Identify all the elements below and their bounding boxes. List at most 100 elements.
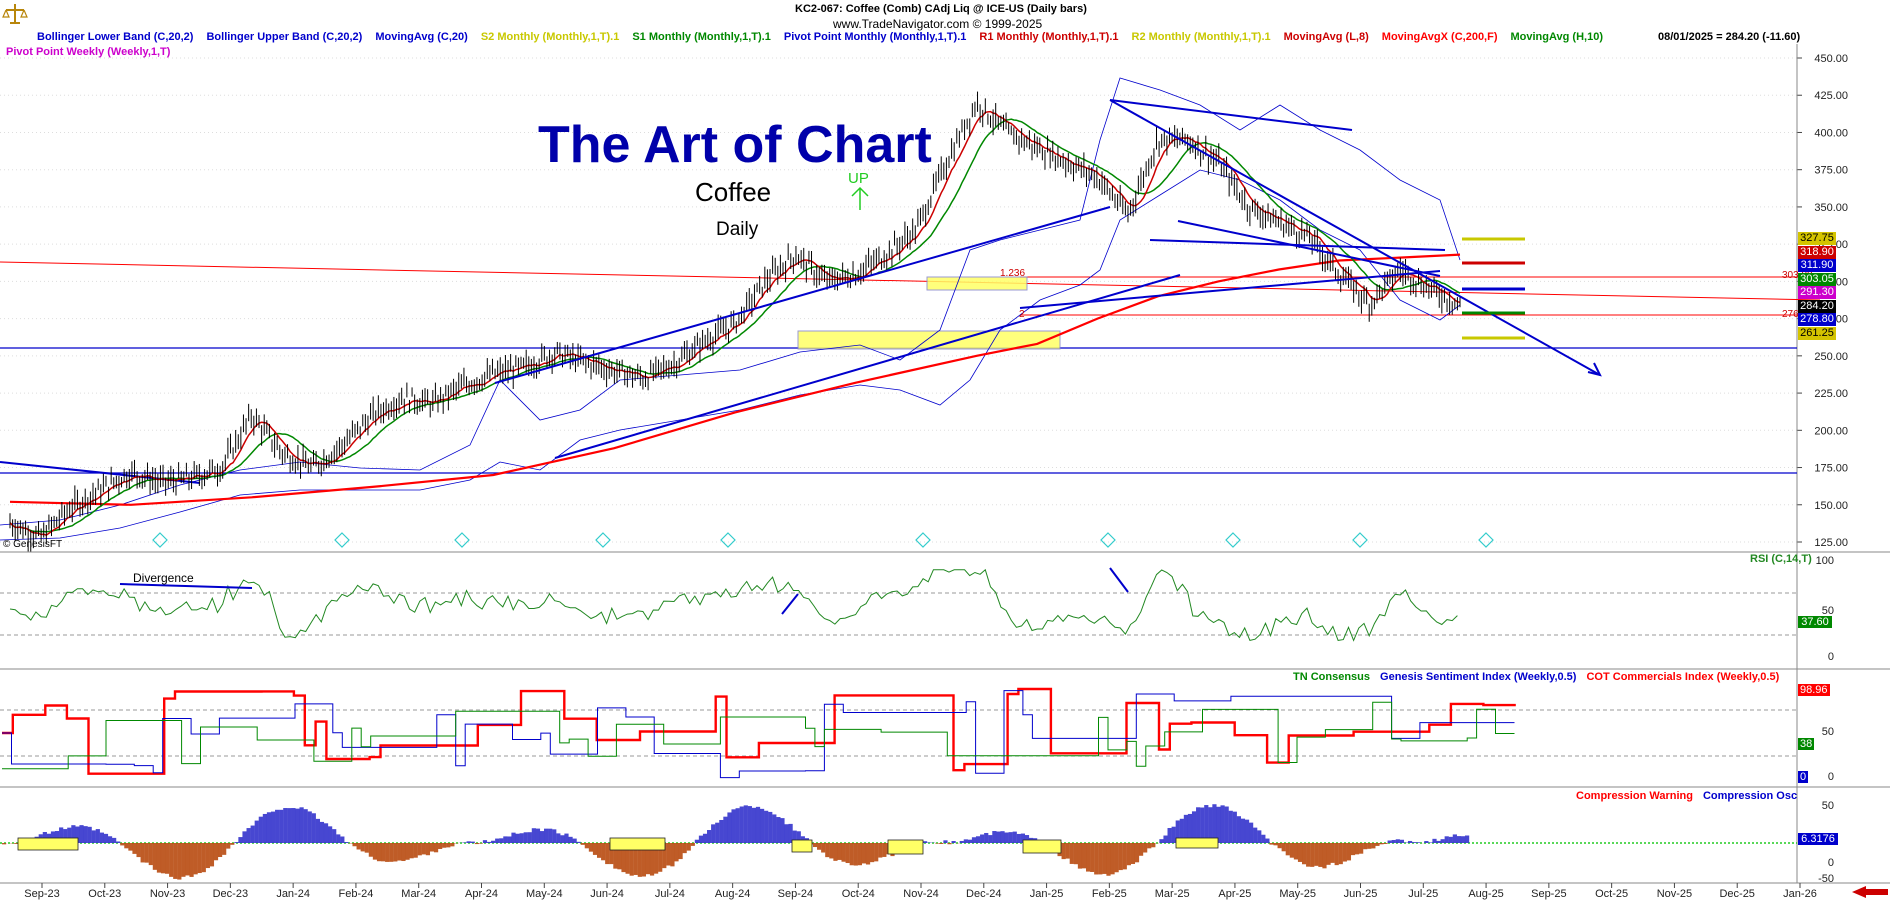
compression-bar: [1134, 843, 1140, 863]
date-price-readout: 08/01/2025 = 284.20 (-11.60): [1658, 31, 1801, 43]
compression-bar: [275, 809, 280, 843]
compression-bar: [747, 806, 752, 843]
compression-bar: [1424, 841, 1429, 843]
compression-bar: [731, 809, 736, 843]
price-tags: 327.75 318.90 311.90 303.05 291.30 284.20 278.…: [1798, 232, 1850, 340]
compression-bar: [364, 843, 369, 853]
compression-bar: [996, 831, 1001, 843]
compression-bar: [421, 843, 426, 855]
compression-bar: [1293, 843, 1299, 860]
compression-bar: [213, 843, 219, 861]
compression-bar: [1187, 813, 1193, 843]
compression-bar: [1379, 843, 1384, 845]
compression-bar: [788, 823, 793, 843]
compression-bar: [539, 831, 545, 843]
compression-warning-box: [17, 837, 79, 851]
compression-bar: [466, 841, 471, 843]
price-bars: [9, 91, 1461, 552]
compression-bar: [1367, 843, 1372, 849]
compression-bar: [442, 843, 447, 848]
compression-bar: [759, 808, 765, 843]
price-tag: 303.05: [1798, 272, 1836, 286]
compression-bar: [470, 841, 475, 843]
compression-bar: [173, 843, 178, 879]
compression-bar: [246, 828, 251, 843]
compression-bar: [588, 843, 594, 852]
x-tick-label: Jun-24: [590, 888, 624, 900]
compression-bar: [405, 843, 410, 860]
compression-bar: [169, 843, 174, 877]
compression-bar: [613, 843, 618, 869]
compression-bar: [849, 843, 854, 866]
compression-bar: [511, 832, 516, 843]
x-tick-label: Oct-25: [1595, 888, 1628, 900]
fib-label-1236: 1.236: [1000, 268, 1026, 279]
y-tick-label: 0: [1827, 857, 1834, 869]
compression-bar: [75, 826, 80, 843]
compression-bar: [401, 843, 406, 862]
compression-bar: [1081, 843, 1087, 869]
compression-bar: [572, 838, 577, 843]
compression-bar: [340, 836, 345, 843]
compression-bar: [1016, 833, 1021, 843]
compression-bar: [853, 843, 858, 866]
compression-bar: [1440, 839, 1445, 843]
rsi-label: RSI (C,14,T): [1750, 553, 1812, 565]
compression-bar: [776, 817, 781, 843]
y-tick-label: 200.00: [1814, 425, 1848, 437]
compression-bar: [825, 843, 830, 858]
compression-bar: [254, 820, 259, 843]
compression-bar: [328, 826, 333, 843]
x-tick-label: Nov-25: [1657, 888, 1692, 900]
legend-item: R2 Monthly (Monthly,1,T).1: [1131, 31, 1271, 43]
compression-bar: [601, 843, 606, 861]
compression-bar: [1371, 843, 1376, 849]
legend-item: R1 Monthly (Monthly,1,T).1: [979, 31, 1119, 43]
compression-bar: [735, 808, 740, 843]
compression-bar: [1175, 820, 1180, 843]
compression-bar: [116, 841, 121, 843]
compression-bar: [315, 818, 320, 843]
compression-bar: [576, 841, 581, 843]
compression-bar: [1326, 843, 1331, 865]
compression-bar: [393, 843, 398, 862]
compression-bar: [1456, 836, 1462, 843]
price-tag: 261.25: [1798, 326, 1836, 340]
compression-bar: [878, 843, 883, 858]
x-tick-label: Nov-23: [150, 888, 185, 900]
compression-bar: [874, 843, 879, 862]
compression-bar: [120, 843, 125, 846]
compression-bar: [1310, 843, 1315, 867]
compression-bar: [124, 843, 129, 849]
x-tick-label: Apr-24: [465, 888, 498, 900]
compression-bar: [344, 842, 349, 843]
compression-bar: [279, 809, 284, 843]
compression-bar: [882, 843, 887, 857]
compression-bar: [83, 826, 88, 843]
compression-bar: [1253, 827, 1258, 843]
compression-bar: [1151, 843, 1156, 848]
y-tick-label: 400.00: [1814, 127, 1848, 139]
legend-item: Bollinger Lower Band (C,20,2): [37, 31, 194, 43]
y-tick-label: 350.00: [1814, 202, 1848, 214]
compression-bar: [177, 843, 182, 880]
compression-bar: [63, 829, 68, 843]
up-label: UP: [848, 170, 869, 187]
event-marker: [454, 532, 470, 548]
compression-bar: [1004, 832, 1009, 843]
compression-bar: [1301, 843, 1307, 865]
compression-bar: [295, 808, 300, 843]
x-tick-label: Jul-25: [1408, 888, 1438, 900]
compression-bar: [1416, 842, 1421, 843]
compression-bar: [425, 843, 431, 856]
compression-bar: [287, 808, 292, 843]
compression-bar: [857, 843, 862, 866]
price-tag: 327.75: [1798, 232, 1836, 245]
compression-bar: [270, 811, 276, 843]
compression-bar: [266, 812, 272, 843]
x-tick-label: Oct-23: [88, 888, 121, 900]
compression-bar: [531, 828, 536, 843]
compression-bar: [1391, 839, 1396, 843]
y-tick-label: 50: [1821, 800, 1834, 812]
legend-item: Pivot Point Monthly (Monthly,1,T).1: [783, 31, 967, 43]
